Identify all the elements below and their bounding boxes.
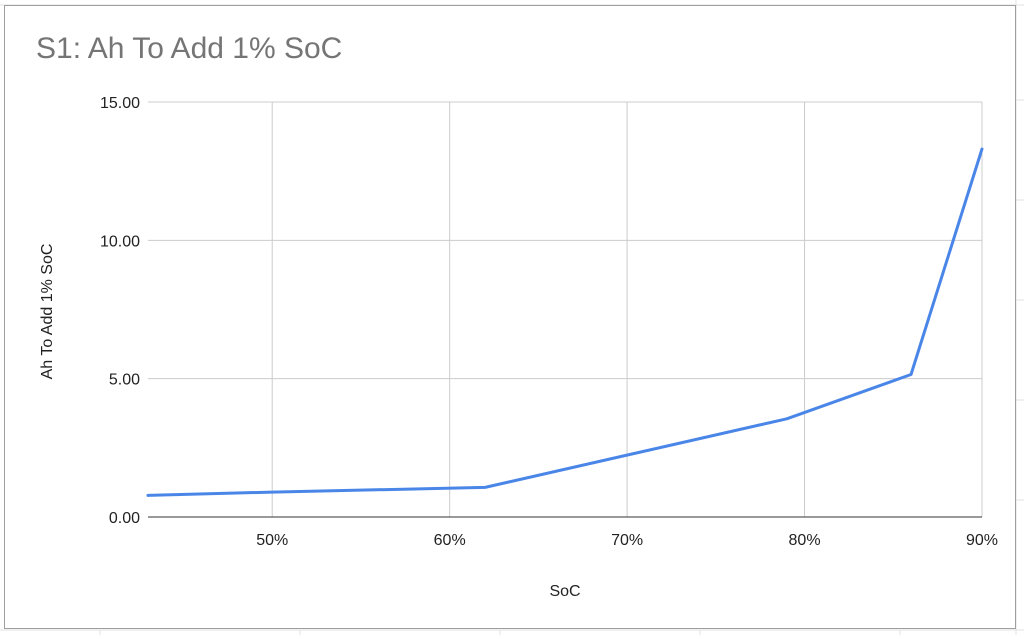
- x-tick-label: 90%: [966, 532, 998, 549]
- y-tick-label: 0.00: [109, 510, 140, 527]
- chart-container[interactable]: [4, 5, 1016, 629]
- x-axis-title: SoC: [549, 583, 580, 600]
- x-tick-label: 60%: [434, 532, 466, 549]
- chart-title: S1: Ah To Add 1% SoC: [36, 32, 343, 65]
- x-tick-label: 70%: [611, 532, 643, 549]
- y-tick-label: 5.00: [109, 372, 140, 389]
- y-tick-label: 10.00: [100, 233, 140, 250]
- y-axis-title: Ah To Add 1% SoC: [39, 244, 56, 380]
- y-tick-label: 15.00: [100, 95, 140, 112]
- x-tick-label: 50%: [256, 532, 288, 549]
- x-tick-label: 80%: [789, 532, 821, 549]
- series-line: [146, 147, 984, 497]
